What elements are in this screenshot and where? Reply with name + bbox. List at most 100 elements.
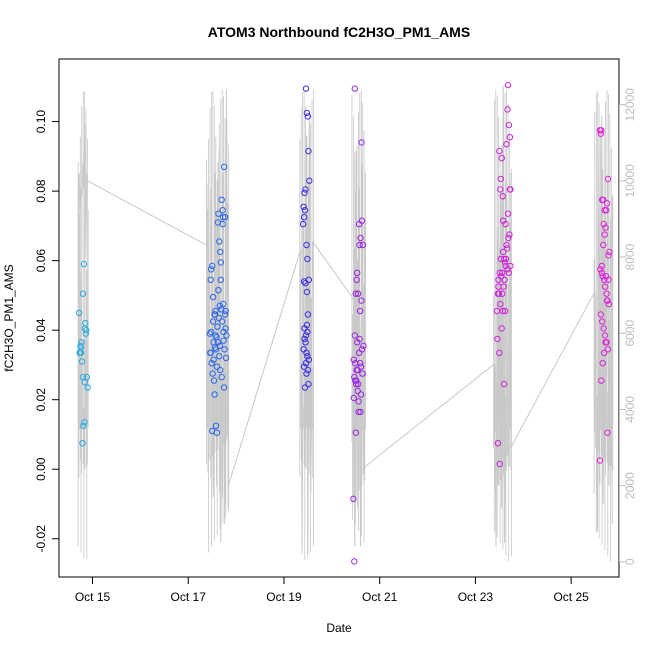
data-point bbox=[600, 196, 607, 204]
data-point bbox=[506, 134, 514, 141]
data-point bbox=[602, 224, 609, 231]
data-point bbox=[212, 422, 220, 429]
y-tick-label: 0.08 bbox=[34, 179, 48, 203]
data-point bbox=[351, 373, 358, 381]
data-point bbox=[354, 290, 362, 297]
data-point bbox=[602, 273, 610, 280]
data-point bbox=[358, 297, 365, 304]
data-points-layer bbox=[75, 81, 613, 565]
data-point bbox=[212, 346, 220, 353]
data-point bbox=[353, 380, 360, 388]
data-point bbox=[215, 314, 223, 322]
data-point bbox=[350, 394, 357, 402]
data-point bbox=[601, 332, 609, 339]
data-point bbox=[598, 262, 605, 270]
data-point bbox=[356, 335, 363, 343]
data-point bbox=[220, 337, 227, 344]
data-point bbox=[217, 248, 224, 256]
data-point bbox=[81, 379, 89, 386]
data-point bbox=[212, 307, 219, 315]
data-point bbox=[209, 262, 216, 270]
data-point bbox=[599, 360, 606, 367]
data-point bbox=[79, 440, 86, 447]
data-point bbox=[217, 259, 225, 266]
y-tick-label: 0.06 bbox=[34, 249, 48, 273]
data-point bbox=[220, 214, 227, 221]
data-point bbox=[357, 234, 364, 242]
data-point bbox=[504, 266, 511, 273]
data-point bbox=[598, 127, 605, 134]
data-point bbox=[358, 217, 366, 224]
data-point bbox=[206, 330, 214, 337]
data-point bbox=[358, 346, 366, 353]
data-point bbox=[218, 373, 225, 381]
data-point bbox=[498, 325, 505, 332]
data-point bbox=[357, 363, 365, 370]
data-point bbox=[211, 391, 218, 398]
data-point bbox=[207, 276, 214, 283]
data-point bbox=[600, 220, 607, 228]
data-point bbox=[354, 269, 361, 276]
x-tick-label: Oct 19 bbox=[266, 590, 302, 604]
data-point bbox=[304, 328, 311, 336]
data-point bbox=[82, 320, 89, 327]
data-point bbox=[303, 241, 310, 249]
data-point bbox=[495, 276, 502, 283]
data-point bbox=[352, 360, 359, 367]
data-point bbox=[302, 85, 310, 92]
data-point bbox=[210, 339, 217, 346]
data-point bbox=[506, 231, 513, 238]
altitude-line-layer bbox=[77, 85, 614, 562]
data-point bbox=[597, 266, 604, 273]
data-point bbox=[351, 332, 358, 339]
data-point bbox=[598, 269, 605, 276]
data-point bbox=[84, 384, 91, 391]
data-point bbox=[602, 207, 610, 214]
data-point bbox=[604, 429, 611, 436]
data-point bbox=[216, 353, 223, 360]
y2-tick-label: 12000 bbox=[623, 88, 637, 122]
data-point bbox=[501, 276, 508, 283]
data-point bbox=[599, 318, 606, 325]
data-point bbox=[604, 175, 612, 183]
data-point bbox=[217, 366, 224, 374]
data-point bbox=[83, 327, 90, 334]
data-point bbox=[500, 255, 508, 263]
data-point bbox=[302, 360, 310, 367]
data-point bbox=[496, 460, 503, 468]
data-point bbox=[213, 363, 221, 370]
y2-tick-label: 4000 bbox=[623, 396, 637, 423]
data-point bbox=[352, 290, 359, 297]
data-point bbox=[504, 106, 511, 113]
data-point bbox=[79, 290, 87, 297]
data-point bbox=[207, 349, 214, 356]
data-point bbox=[216, 238, 223, 245]
data-point bbox=[502, 220, 509, 228]
data-point bbox=[356, 307, 364, 315]
data-point bbox=[220, 163, 228, 171]
y-tick-label: 0.10 bbox=[34, 110, 48, 134]
data-point bbox=[505, 269, 513, 276]
data-point bbox=[504, 81, 512, 89]
x-axis-label: Date bbox=[326, 621, 352, 635]
data-point bbox=[302, 339, 309, 346]
data-point bbox=[606, 248, 613, 256]
y2-tick-label: 2000 bbox=[623, 472, 637, 499]
x-tick-label: Oct 25 bbox=[553, 590, 589, 604]
data-point bbox=[598, 377, 605, 384]
data-point bbox=[82, 330, 90, 337]
data-point bbox=[208, 360, 215, 367]
data-point bbox=[507, 186, 514, 193]
data-point bbox=[78, 358, 86, 365]
y2-tick-label: 8000 bbox=[623, 243, 637, 270]
data-point bbox=[222, 307, 229, 315]
data-point bbox=[220, 384, 228, 391]
y-tick-label: 0.02 bbox=[34, 388, 48, 412]
data-point bbox=[300, 363, 308, 370]
data-point bbox=[499, 290, 506, 297]
data-point bbox=[303, 288, 311, 296]
data-point bbox=[503, 241, 510, 249]
y2-tick-label: 6000 bbox=[623, 320, 637, 347]
data-point bbox=[303, 321, 311, 329]
data-point bbox=[498, 154, 505, 162]
